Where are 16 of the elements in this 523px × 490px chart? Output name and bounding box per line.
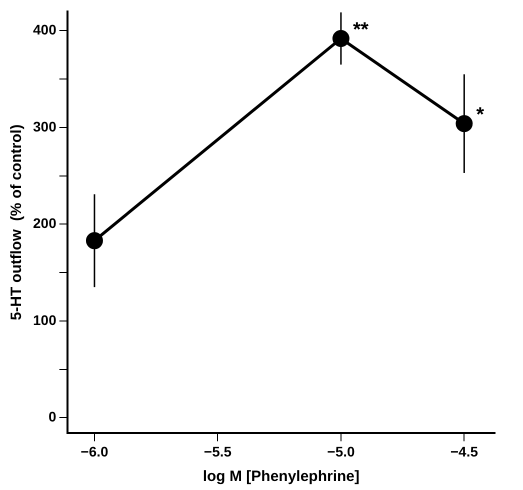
x-tick-label: −5.5: [204, 443, 232, 460]
x-tick-label: −5.0: [327, 443, 355, 460]
y-tick-label: 0: [48, 408, 57, 425]
y-tick-label: 400: [33, 22, 57, 38]
point: [456, 115, 473, 132]
x-axis-title: log M [Phenylephrine]: [202, 468, 360, 486]
y-tick-label: 300: [33, 118, 57, 134]
annotation: *: [476, 104, 484, 126]
annotation: **: [352, 19, 369, 42]
y-tick-label: 200: [33, 215, 57, 232]
x-tick-label: −6.0: [80, 443, 108, 460]
x-tick-label: −4.5: [450, 443, 478, 460]
y-axis-title: 5-HT outflow (% of control): [8, 124, 26, 320]
y-tick-label: 100: [33, 312, 57, 328]
point: [332, 30, 350, 47]
point: [86, 232, 103, 250]
